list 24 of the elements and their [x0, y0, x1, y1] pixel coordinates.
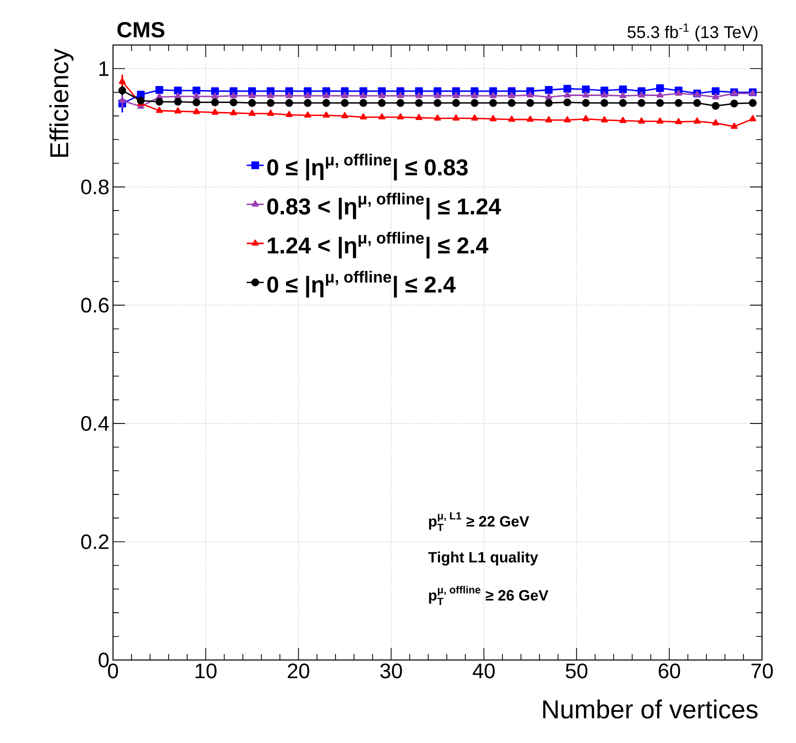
- y-tick-label: 0.8: [81, 180, 109, 194]
- x-axis-title: Number of vertices: [543, 700, 758, 719]
- annotation: $\text{p}_{\text{T}}^{\text{μ, offline}}\text{ ≥ 26 GeV}$: [429, 586, 548, 606]
- x-tick-label: 20: [288, 664, 310, 678]
- x-tick-label: 60: [658, 664, 680, 678]
- chart-subtitle: 55.3 fb$^{-1}$ (13 TeV): [628, 24, 758, 42]
- x-tick-label: 30: [380, 664, 402, 678]
- y-tick-label: 0: [98, 652, 109, 668]
- x-tick-label: 10: [196, 664, 217, 678]
- y-tick-label: 0.2: [81, 534, 108, 550]
- y-tick-label: 0.6: [81, 298, 109, 313]
- y-tick-label: 1: [99, 61, 108, 76]
- legend-label: $\text{0 ≤ |η}^{\text{μ, offline}}\text{| ≤ 2.4}$: [267, 270, 456, 298]
- legend-label: $\text{0.83 < |η}^{\text{μ, offline}}\text{| ≤ 1.24}$: [267, 192, 502, 220]
- y-tick-label: 0.4: [81, 416, 109, 431]
- chart-title: CMS: [117, 22, 164, 38]
- x-tick-label: 40: [472, 664, 495, 678]
- x-tick-label: 70: [751, 664, 773, 678]
- legend-label: $\text{1.24 < |η}^{\text{μ, offline}}\text{| ≤ 2.4}$: [268, 232, 488, 259]
- annotation: $\text{Tight L1 quality}$: [428, 552, 538, 566]
- annotation: $\text{p}_{\text{T}}^{\text{μ, L1}}\text{ ≥ 22 GeV}$: [429, 512, 530, 532]
- legend-label: $\text{0 ≤ |η}^{\text{μ, offline}}\text{| ≤ 0.83}$: [267, 154, 468, 180]
- y-axis-title: Efficiency: [49, 48, 74, 157]
- x-tick-label: 50: [566, 664, 588, 678]
